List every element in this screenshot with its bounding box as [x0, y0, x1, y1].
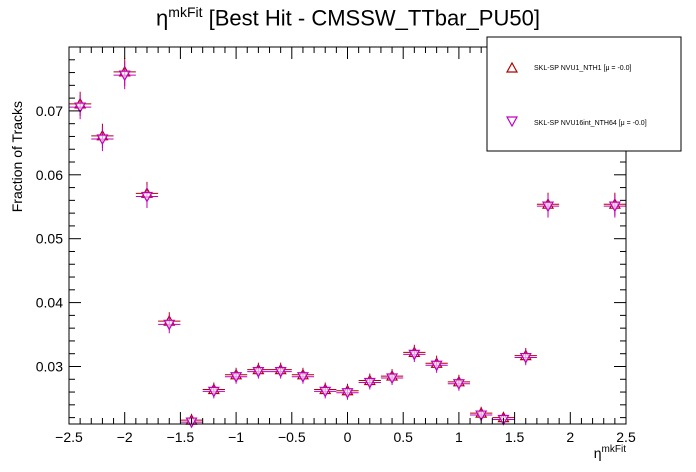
- data-point-marker: [363, 377, 376, 389]
- data-point-marker: [163, 319, 176, 331]
- axis-tick-labels: −2.5 −2 −1.5 −1 −0.5 0 0.5 1 1.5 2 2.5 0.03 0.04 0.05…: [36, 103, 636, 445]
- chart-title-superscript: mkFit: [168, 4, 203, 20]
- chart-title-text: [Best Hit - CMSSW_TTbar_PU50]: [202, 5, 540, 31]
- data-point-marker: [274, 367, 287, 378]
- data-point-marker: [118, 70, 131, 82]
- data-point-marker: [475, 410, 488, 422]
- x-axis-label-superscript: mkFit: [602, 444, 627, 455]
- chart-title: ηmkFit [Best Hit - CMSSW_TTbar_PU50]: [0, 4, 696, 31]
- x-tick-label: 0: [344, 429, 352, 445]
- chart-title-symbol: η: [156, 5, 169, 31]
- x-tick-label: 1.5: [505, 429, 525, 445]
- x-axis-label: ηmkFit: [594, 444, 626, 461]
- data-point-marker: [519, 352, 532, 364]
- legend-label-1: SKL-SP NVU1_NTH1 [μ = -0.0]: [534, 65, 632, 72]
- data-point-marker: [140, 191, 153, 203]
- x-tick-label: 2: [566, 429, 574, 445]
- legend-triangle-up-icon: [505, 61, 519, 73]
- y-tick-label: 0.06: [36, 167, 63, 183]
- legend: SKL-SP NVU1_NTH1 [μ = -0.0] SKL-SP NVU16…: [486, 36, 682, 152]
- y-axis-label: Fraction of Tracks: [9, 101, 25, 212]
- x-tick-label: −0.5: [278, 429, 306, 445]
- data-point-marker: [452, 379, 465, 390]
- data-point-marker: [408, 349, 421, 361]
- series-2: [69, 61, 626, 429]
- x-tick-label: −2: [117, 429, 133, 445]
- x-axis-label-symbol: η: [594, 445, 602, 461]
- data-point-marker: [252, 367, 265, 378]
- y-tick-label: 0.03: [36, 358, 63, 374]
- data-point-marker: [230, 372, 243, 383]
- x-tick-label: 2.5: [616, 429, 636, 445]
- y-tick-label: 0.05: [36, 231, 63, 247]
- x-tick-label: 1: [455, 429, 463, 445]
- x-tick-label: −1: [228, 429, 244, 445]
- data-point-marker: [430, 360, 443, 372]
- data-point-marker: [608, 201, 621, 213]
- data-point-marker: [386, 373, 399, 385]
- x-tick-label: 0.5: [393, 429, 413, 445]
- data-point-marker: [542, 201, 555, 213]
- data-point-marker: [74, 102, 87, 114]
- data-point-marker: [319, 386, 332, 398]
- x-tick-label: −2.5: [55, 429, 83, 445]
- data-point-marker: [96, 134, 109, 146]
- legend-box: [486, 36, 682, 152]
- legend-label-2: SKL-SP NVU16int_NTH64 [μ = -0.0]: [534, 120, 647, 127]
- data-point-marker: [296, 372, 309, 383]
- y-tick-label: 0.04: [36, 295, 63, 311]
- x-tick-label: −1.5: [167, 429, 195, 445]
- data-marks: [69, 57, 626, 429]
- legend-triangle-down-icon: [505, 116, 519, 128]
- y-tick-label: 0.07: [36, 103, 63, 119]
- data-point-marker: [341, 388, 354, 399]
- data-point-marker: [207, 386, 220, 398]
